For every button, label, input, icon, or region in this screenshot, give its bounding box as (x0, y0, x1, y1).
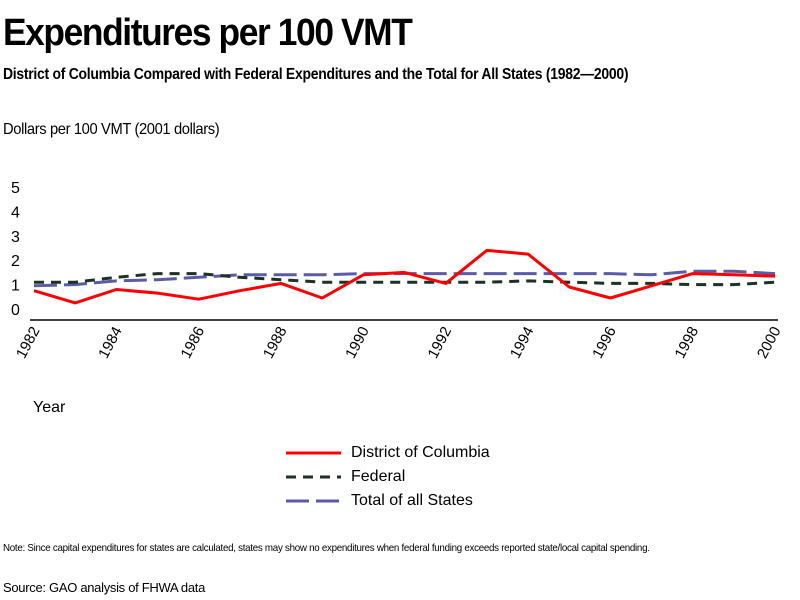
x-tick-label: 1986 (178, 324, 209, 361)
legend-label-dc: District of Columbia (351, 444, 490, 461)
legend: District of Columbia Federal Total of al… (286, 441, 490, 513)
legend-swatch-dc (286, 451, 341, 455)
x-tick-label: 1984 (95, 324, 126, 361)
y-tick-label: 3 (11, 229, 20, 246)
chart-subtitle: District of Columbia Compared with Feder… (3, 66, 629, 83)
series-line-federal (34, 272, 776, 287)
series-lines (33, 248, 776, 305)
x-tick-label: 1994 (507, 324, 538, 361)
y-tick-label: 1 (11, 278, 20, 295)
x-tick-label: 1982 (13, 324, 44, 361)
y-ticks: 0 1 2 3 4 5 (11, 180, 20, 319)
series-line-district-of-columbia (33, 248, 776, 305)
legend-item-states: Total of all States (286, 489, 490, 513)
legend-swatch-federal (286, 475, 341, 479)
x-tick-label: 1990 (342, 324, 373, 361)
x-tick-label: 2000 (754, 324, 785, 361)
source-note: Source: GAO analysis of FHWA data (3, 580, 206, 595)
legend-item-dc: District of Columbia (286, 441, 490, 465)
y-tick-label: 0 (11, 302, 20, 319)
legend-item-federal: Federal (286, 465, 490, 489)
chart-title: Expenditures per 100 VMT (3, 12, 413, 54)
y-tick-label: 4 (11, 204, 20, 221)
footnote: Note: Since capital expenditures for sta… (3, 542, 650, 554)
x-tick-label: 1992 (425, 324, 456, 361)
x-ticks: 1982 1984 1986 1988 1990 1992 1994 1996 1998 2000 (13, 324, 785, 361)
y-axis-label: Dollars per 100 VMT (2001 dollars) (3, 121, 220, 138)
x-tick-label: 1988 (260, 324, 291, 361)
x-tick-label: 1998 (672, 324, 703, 361)
legend-swatch-states (286, 499, 341, 503)
y-tick-label: 5 (11, 180, 20, 197)
legend-label-states: Total of all States (351, 492, 473, 509)
legend-label-federal: Federal (351, 468, 406, 485)
x-tick-label: 1996 (589, 324, 620, 361)
x-axis-label: Year (33, 399, 66, 416)
y-tick-label: 2 (11, 253, 20, 270)
